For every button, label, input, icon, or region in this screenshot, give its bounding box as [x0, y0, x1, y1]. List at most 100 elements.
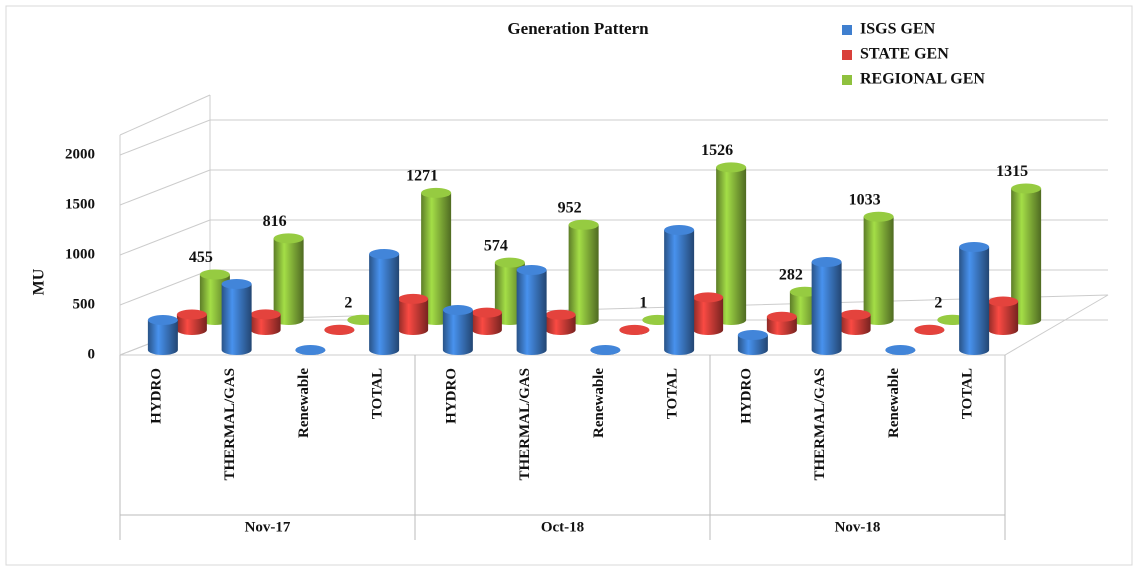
bar-top — [959, 242, 990, 252]
group-label: Nov-17 — [245, 519, 291, 535]
group-label: Oct-18 — [541, 519, 584, 535]
legend-label: STATE GEN — [860, 46, 949, 63]
data-label: 816 — [263, 213, 287, 230]
bar-top — [273, 233, 304, 244]
bar — [811, 262, 842, 355]
x-tick-label: HYDRO — [738, 368, 754, 424]
bar — [840, 314, 871, 335]
bar-top — [295, 345, 326, 355]
bar — [442, 310, 473, 355]
bar-top — [811, 257, 842, 267]
bar-top — [221, 279, 252, 289]
bar-top — [914, 324, 945, 335]
legend-swatch — [842, 75, 852, 85]
bar — [959, 247, 990, 355]
bar — [545, 314, 576, 335]
y-axis-label: MU — [31, 268, 48, 295]
x-tick-label: Renewable — [591, 368, 607, 438]
bar-top — [471, 307, 502, 318]
y-tick-label: 1500 — [65, 196, 95, 212]
bar — [471, 312, 502, 335]
data-label: 282 — [779, 266, 803, 283]
legend-swatch — [842, 25, 852, 35]
grid-line — [119, 119, 211, 156]
bar — [176, 314, 207, 335]
bar-top — [369, 249, 400, 259]
x-tick-label: HYDRO — [148, 368, 164, 424]
legend-label: ISGS GEN — [860, 21, 936, 38]
bar — [398, 298, 429, 335]
y-tick-label: 1000 — [65, 246, 95, 262]
bar-top — [693, 292, 724, 303]
x-tick-label: THERMAL/GAS — [517, 368, 533, 481]
bar-top — [716, 162, 747, 173]
bar-top — [398, 293, 429, 304]
x-tick-label: TOTAL — [665, 368, 681, 419]
bar-top — [840, 309, 871, 320]
bar-top — [664, 225, 695, 235]
grid-line — [119, 219, 211, 256]
bar — [664, 230, 695, 355]
bar-top — [494, 257, 525, 268]
y-tick-label: 500 — [73, 296, 96, 312]
bar-top — [863, 211, 894, 222]
bar — [273, 238, 304, 325]
bar — [421, 192, 452, 325]
data-label: 1033 — [849, 191, 881, 208]
group-label: Nov-18 — [835, 519, 881, 535]
bar-top — [250, 309, 281, 320]
bar-top — [766, 311, 797, 322]
data-label: 1 — [639, 295, 647, 312]
bar — [250, 314, 281, 335]
x-tick-label: Renewable — [296, 368, 312, 438]
x-tick-label: TOTAL — [960, 368, 976, 419]
grid-line — [119, 169, 211, 206]
bar — [369, 254, 400, 355]
bar-top — [516, 265, 547, 275]
x-tick-label: Renewable — [886, 368, 902, 438]
x-tick-label: TOTAL — [370, 368, 386, 419]
bar-top — [737, 330, 768, 340]
data-label: 2 — [934, 294, 942, 311]
bar-top — [1011, 183, 1042, 194]
legend-swatch — [842, 50, 852, 60]
bar — [1011, 188, 1042, 325]
bar-top — [147, 315, 178, 325]
bar — [516, 270, 547, 355]
bar — [988, 301, 1019, 335]
wall-edge — [119, 94, 211, 136]
bar — [693, 297, 724, 335]
chart-border — [5, 5, 1133, 566]
data-label: 574 — [484, 237, 508, 254]
data-label: 1526 — [701, 142, 733, 159]
bar-top — [885, 345, 916, 355]
bar — [221, 284, 252, 355]
bar-top — [176, 309, 207, 320]
data-label: 1271 — [406, 168, 438, 185]
grid-line — [119, 269, 211, 306]
bar-top — [421, 187, 452, 198]
data-label: 455 — [189, 249, 213, 266]
data-label: 1315 — [996, 163, 1028, 180]
x-tick-label: THERMAL/GAS — [812, 368, 828, 481]
bar-top — [199, 269, 230, 280]
chart-title: Generation Pattern — [507, 19, 649, 38]
bar — [716, 167, 747, 325]
bar-top — [619, 324, 650, 335]
bar-top — [545, 309, 576, 320]
data-label: 952 — [558, 199, 582, 216]
data-label: 2 — [344, 294, 352, 311]
y-tick-label: 0 — [88, 346, 96, 362]
legend-label: REGIONAL GEN — [860, 71, 985, 88]
bar — [737, 335, 768, 355]
bar-top — [442, 305, 473, 315]
bar-top — [324, 324, 355, 335]
bar — [766, 316, 797, 335]
bar — [147, 320, 178, 355]
y-tick-label: 2000 — [65, 146, 95, 162]
bar-top — [590, 345, 621, 355]
bar — [568, 224, 599, 325]
x-tick-label: THERMAL/GAS — [222, 368, 238, 481]
bar-top — [568, 219, 599, 230]
